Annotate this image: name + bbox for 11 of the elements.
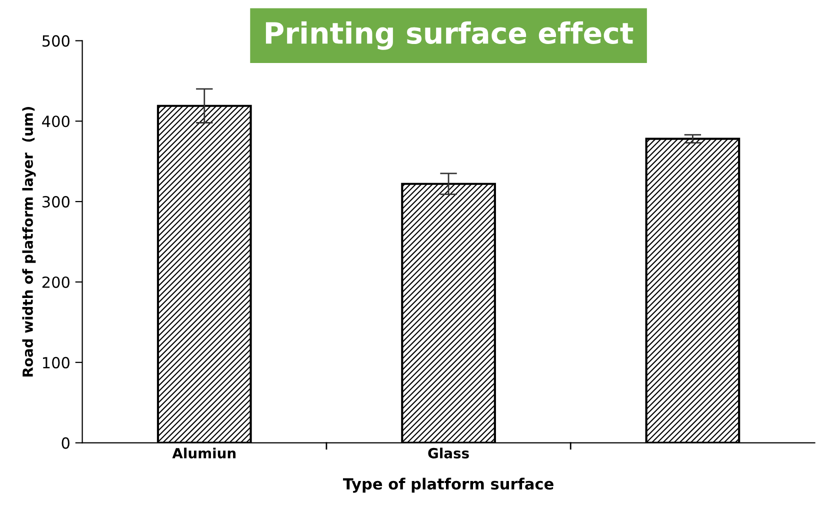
- y-tick-label: 200: [42, 276, 70, 288]
- y-axis-title: Road width of platform layer (um): [22, 107, 36, 376]
- y-tick-label: 400: [42, 116, 70, 128]
- y-tick-label: 0: [62, 437, 70, 449]
- x-axis-title: Type of platform surface: [343, 478, 554, 493]
- y-tick-label: 100: [43, 356, 70, 368]
- x-tick-label: Alumiun: [172, 448, 236, 458]
- chart-title: Printing surface effect: [266, 21, 634, 50]
- y-tick-label: 300: [42, 196, 70, 208]
- x-tick-label: Glass: [428, 448, 469, 458]
- y-tick-label: 500: [42, 35, 70, 47]
